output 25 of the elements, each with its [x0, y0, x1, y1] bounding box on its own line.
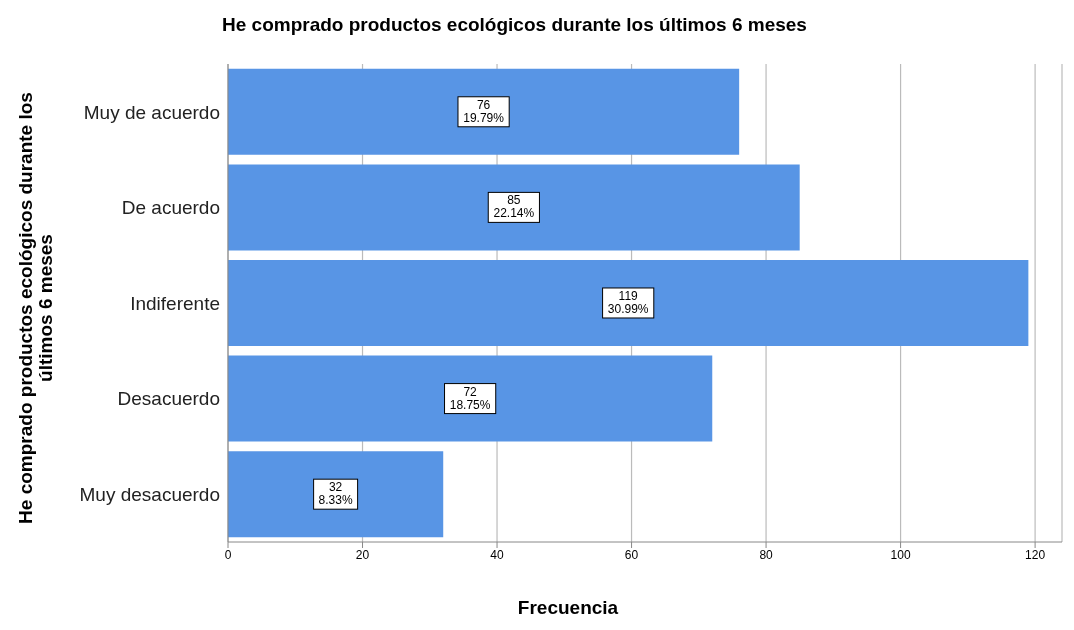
y-tick-label: Muy desacuerdo — [79, 483, 220, 505]
x-tick-label: 40 — [490, 547, 505, 562]
y-tick-label: Indiferente — [130, 292, 220, 314]
x-tick-label: 80 — [759, 547, 774, 562]
bar — [228, 68, 740, 155]
data-label: 32 8.33% — [318, 480, 353, 508]
data-label: 85 22.14% — [493, 193, 535, 221]
x-tick-label: 60 — [624, 547, 639, 562]
bar — [228, 355, 713, 442]
bar — [228, 259, 1029, 346]
x-axis-title: Frecuencia — [517, 597, 619, 619]
bar — [228, 164, 800, 251]
y-tick-label: De acuerdo — [121, 197, 220, 219]
chart-title: He comprado productos ecológicos durante los últimos 6 meses — [222, 14, 807, 36]
data-label: 76 19.79% — [463, 97, 505, 125]
x-tick-label: 100 — [890, 547, 911, 562]
y-axis-title: He comprado productos ecológicos durante los últimos 6 meses — [15, 91, 56, 526]
y-tick-label: Muy de acuerdo — [83, 101, 220, 123]
data-label: 72 18.75% — [449, 384, 491, 412]
bar — [228, 451, 444, 538]
x-tick-label: 0 — [224, 547, 232, 562]
data-label: 119 30.99% — [607, 288, 649, 316]
x-tick-label: 120 — [1025, 547, 1046, 562]
x-tick-label: 20 — [355, 547, 370, 562]
y-tick-label: Desacuerdo — [117, 388, 220, 410]
